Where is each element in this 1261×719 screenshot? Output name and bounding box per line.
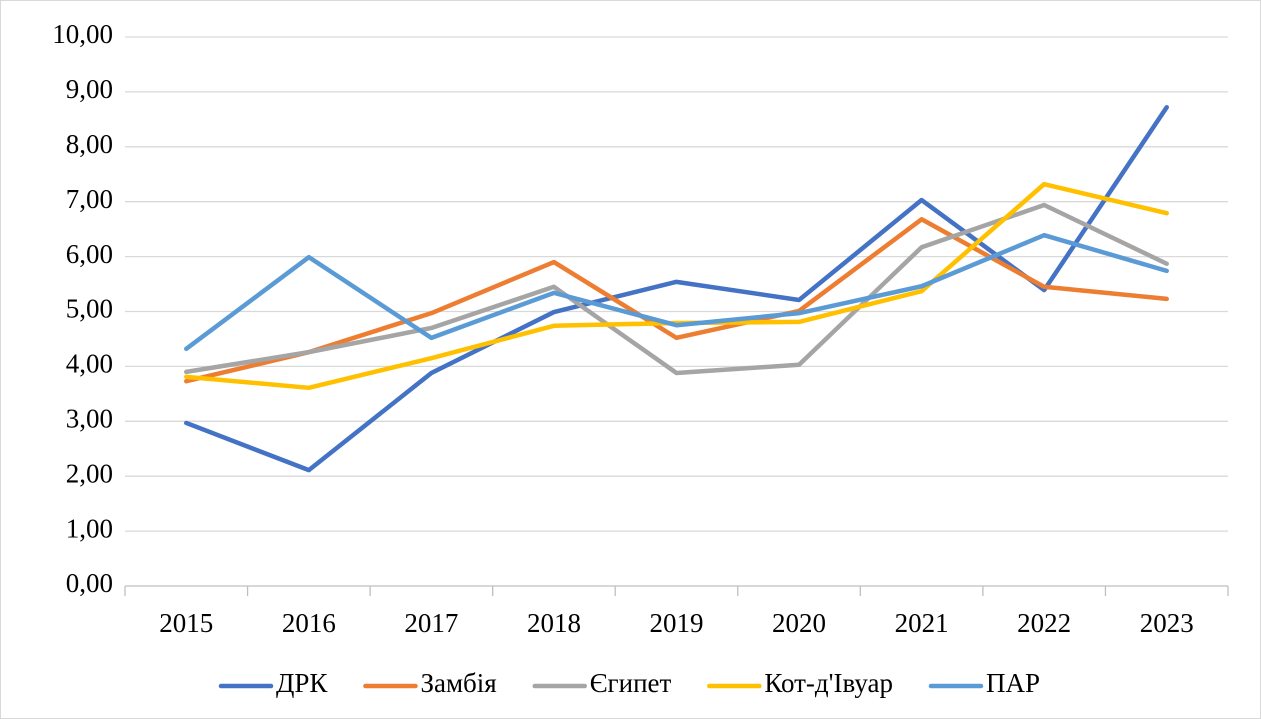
legend-label: ДРК [276, 668, 328, 698]
legend-label: Єгипет [590, 668, 672, 698]
y-tick-label: 1,00 [66, 513, 113, 543]
y-tick-label: 2,00 [66, 458, 113, 488]
legend-label: Кот-д'Івуар [764, 668, 893, 698]
x-tick-label: 2021 [895, 608, 949, 638]
legend-label: ПАР [986, 668, 1040, 698]
y-tick-label: 7,00 [66, 184, 113, 214]
series-line [184, 105, 1169, 473]
x-tick-label: 2019 [650, 608, 704, 638]
x-tick-label: 2023 [1140, 608, 1194, 638]
y-tick-label: 8,00 [66, 129, 113, 159]
y-tick-label: 9,00 [66, 74, 113, 104]
x-tick-label: 2015 [159, 608, 213, 638]
x-tick-label: 2020 [772, 608, 826, 638]
y-tick-label: 3,00 [66, 404, 113, 434]
legend-label: Замбія [420, 668, 496, 698]
y-tick-label: 0,00 [66, 568, 113, 598]
y-tick-label: 5,00 [66, 294, 113, 324]
x-tick-label: 2018 [527, 608, 581, 638]
y-tick-label: 10,00 [52, 19, 113, 49]
x-tick-label: 2022 [1017, 608, 1071, 638]
y-tick-label: 4,00 [66, 349, 113, 379]
x-tick-label: 2016 [282, 608, 336, 638]
y-tick-label: 6,00 [66, 239, 113, 269]
x-tick-label: 2017 [404, 608, 458, 638]
series-line [184, 232, 1169, 352]
series-line [184, 217, 1169, 384]
